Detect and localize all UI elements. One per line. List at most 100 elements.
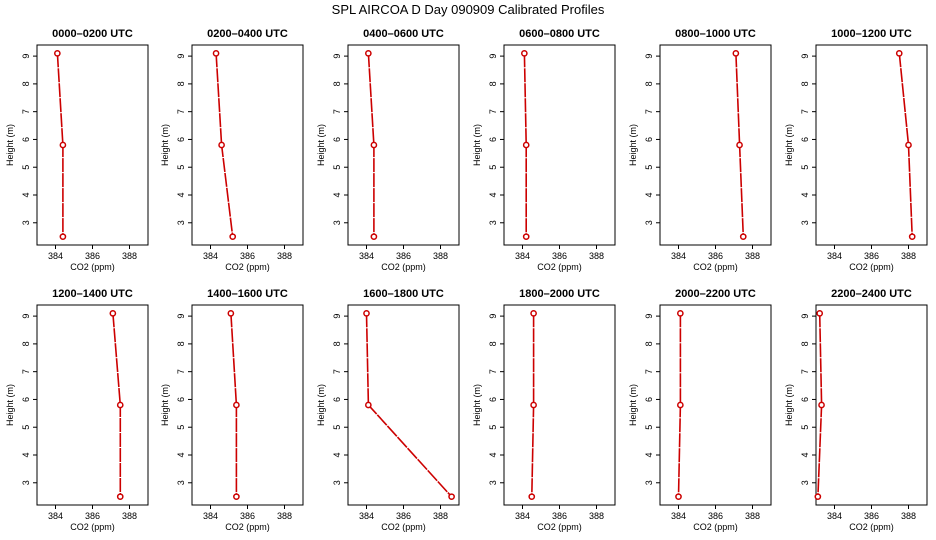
y-tick-label: 5 — [488, 425, 498, 430]
y-tick-label: 5 — [488, 165, 498, 170]
data-point — [227, 309, 235, 317]
panel-frame — [36, 304, 149, 506]
x-tick-label: 384 — [671, 251, 686, 261]
y-tick-label: 9 — [644, 314, 654, 319]
panel-title: 2000–2200 UTC — [675, 288, 756, 300]
panel-frame — [191, 304, 304, 506]
x-axis-label: CO2 (ppm) — [70, 522, 115, 532]
panel-title: 2200–2400 UTC — [831, 288, 912, 300]
x-tick-label: 384 — [827, 251, 842, 261]
data-point — [818, 401, 825, 409]
y-tick-label: 9 — [800, 314, 810, 319]
x-tick-label: 388 — [122, 251, 137, 261]
y-axis-label: Height (m) — [316, 124, 326, 166]
y-tick-label: 4 — [488, 452, 498, 457]
x-tick-label: 388 — [277, 511, 292, 521]
x-tick-label: 384 — [671, 511, 686, 521]
y-axis-label: Height (m) — [784, 384, 794, 426]
y-axis-label: Height (m) — [472, 124, 482, 166]
x-tick-label: 386 — [85, 251, 100, 261]
data-point — [908, 233, 916, 241]
y-tick-label: 9 — [488, 314, 498, 319]
y-tick-label: 3 — [332, 220, 342, 225]
x-axis-label: CO2 (ppm) — [225, 262, 270, 272]
data-point — [905, 141, 912, 149]
y-tick-label: 3 — [332, 480, 342, 485]
x-tick-label: 386 — [552, 251, 567, 261]
panel-title: 0000–0200 UTC — [52, 28, 133, 40]
panel-title: 0400–0600 UTC — [363, 28, 444, 40]
data-point — [895, 49, 903, 57]
y-tick-label: 3 — [21, 480, 31, 485]
x-axis-label: CO2 (ppm) — [849, 522, 894, 532]
y-tick-label: 9 — [21, 314, 31, 319]
panel-title: 1200–1400 UTC — [52, 288, 133, 300]
x-tick-label: 388 — [277, 251, 292, 261]
y-tick-label: 5 — [800, 425, 810, 430]
data-point — [54, 49, 61, 57]
x-axis-label: CO2 (ppm) — [537, 262, 582, 272]
panel-frame — [36, 44, 149, 246]
profile-line — [365, 313, 453, 498]
y-tick-label: 6 — [176, 137, 186, 142]
panel-title: 0600–0800 UTC — [519, 28, 600, 40]
y-tick-label: 3 — [800, 220, 810, 225]
y-tick-label: 8 — [800, 81, 810, 86]
y-tick-label: 6 — [644, 137, 654, 142]
data-point — [116, 401, 124, 409]
y-tick-label: 5 — [332, 165, 342, 170]
y-tick-label: 8 — [644, 81, 654, 86]
data-point — [675, 493, 682, 501]
y-tick-label: 7 — [800, 109, 810, 114]
x-tick-label: 384 — [203, 511, 218, 521]
panel-frame — [347, 304, 460, 506]
y-tick-label: 8 — [800, 341, 810, 346]
x-axis-label: CO2 (ppm) — [693, 522, 738, 532]
y-tick-label: 5 — [176, 425, 186, 430]
y-tick-label: 9 — [332, 314, 342, 319]
y-tick-label: 6 — [332, 397, 342, 402]
x-tick-label: 386 — [396, 511, 411, 521]
x-axis-label: CO2 (ppm) — [849, 262, 894, 272]
x-tick-label: 384 — [203, 251, 218, 261]
y-tick-label: 5 — [21, 425, 31, 430]
y-axis-label: Height (m) — [628, 384, 638, 426]
y-tick-label: 6 — [176, 397, 186, 402]
y-tick-label: 9 — [488, 54, 498, 59]
y-tick-label: 7 — [644, 109, 654, 114]
x-tick-label: 388 — [745, 251, 760, 261]
data-point — [521, 49, 528, 57]
y-tick-label: 8 — [176, 81, 186, 86]
y-tick-label: 8 — [21, 341, 31, 346]
data-point — [370, 141, 378, 149]
y-tick-label: 6 — [21, 397, 31, 402]
x-tick-label: 386 — [396, 251, 411, 261]
data-point — [363, 309, 370, 317]
figure-title: SPL AIRCOA D Day 090909 Calibrated Profi… — [332, 2, 605, 17]
y-tick-label: 6 — [800, 137, 810, 142]
x-tick-label: 386 — [708, 251, 723, 261]
x-tick-label: 386 — [864, 251, 879, 261]
y-tick-label: 7 — [488, 369, 498, 374]
x-tick-label: 388 — [589, 251, 604, 261]
panel-title: 0200–0400 UTC — [207, 28, 288, 40]
data-point — [365, 49, 372, 57]
panel-frame — [191, 44, 304, 246]
y-tick-label: 8 — [332, 341, 342, 346]
y-tick-label: 7 — [21, 109, 31, 114]
data-point — [233, 401, 240, 409]
y-tick-label: 3 — [800, 480, 810, 485]
y-tick-label: 8 — [488, 341, 498, 346]
y-tick-label: 4 — [21, 452, 31, 457]
data-point — [677, 401, 684, 409]
x-tick-label: 388 — [433, 251, 448, 261]
panel-frame — [347, 44, 460, 246]
y-axis-label: Height (m) — [316, 384, 326, 426]
y-tick-label: 4 — [332, 192, 342, 197]
y-tick-label: 6 — [800, 397, 810, 402]
y-tick-label: 4 — [21, 192, 31, 197]
x-axis-label: CO2 (ppm) — [381, 262, 426, 272]
y-tick-label: 7 — [21, 369, 31, 374]
x-axis-label: CO2 (ppm) — [381, 522, 426, 532]
